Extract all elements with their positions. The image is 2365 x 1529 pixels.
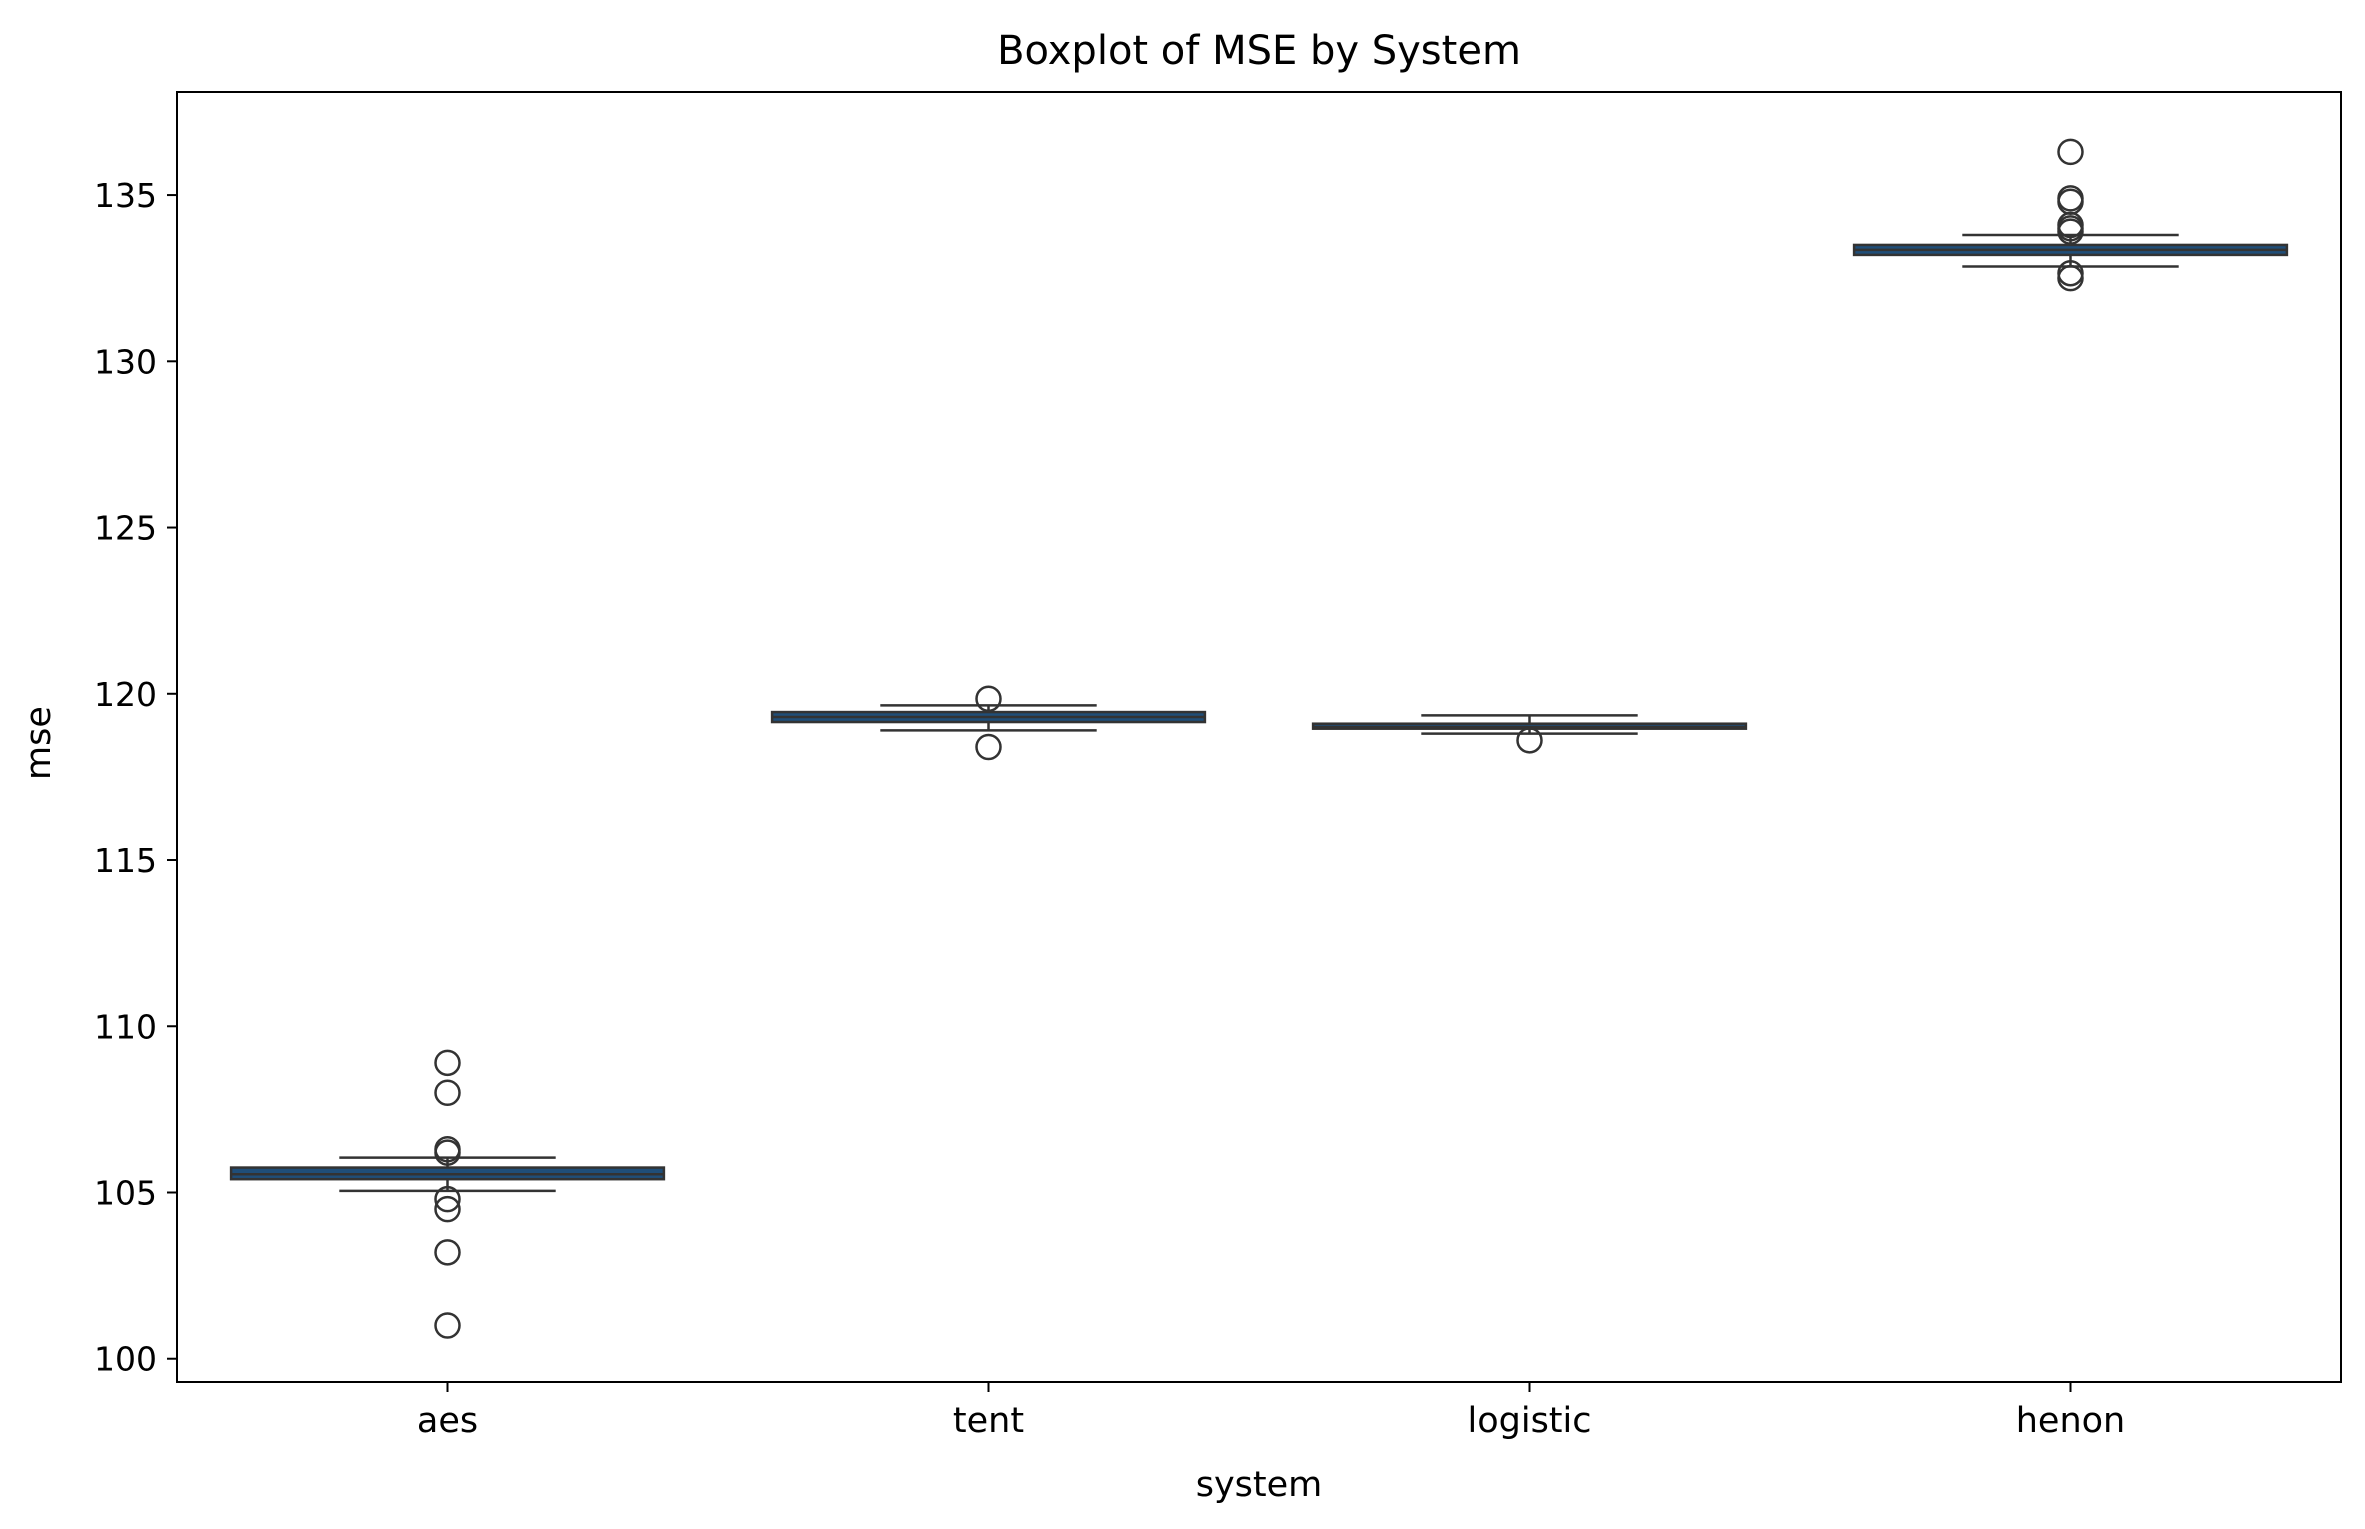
outlier-point <box>975 685 1002 713</box>
outlier-point <box>2057 185 2084 212</box>
x-axis: aes tent logistic henon <box>417 1382 2125 1441</box>
y-tick-label: 100 <box>94 1340 157 1379</box>
y-tick-label: 125 <box>94 509 157 548</box>
box-group-logistic <box>1311 714 1748 754</box>
x-tick-label: logistic <box>1467 1401 1591 1441</box>
x-tick-label: aes <box>417 1401 478 1441</box>
outlier-point <box>434 1239 461 1266</box>
y-tick-label: 110 <box>94 1007 157 1046</box>
box-group-tent <box>770 685 1207 761</box>
y-tick-label: 130 <box>94 342 157 381</box>
x-tick-label: tent <box>953 1401 1024 1441</box>
outlier-point <box>2057 138 2084 166</box>
outlier-point <box>2057 259 2084 287</box>
y-tick-label: 135 <box>94 176 157 215</box>
x-axis-label: system <box>1196 1465 1323 1505</box>
chart-title: Boxplot of MSE by System <box>997 28 1521 74</box>
outlier-point <box>975 733 1002 761</box>
box-group-henon <box>1852 138 2289 292</box>
outlier-point <box>434 1312 461 1339</box>
plot-frame <box>176 91 2342 1383</box>
y-tick-label: 115 <box>94 841 157 880</box>
outlier-point <box>434 1136 461 1163</box>
outlier-point <box>434 1185 461 1213</box>
y-axis: 100 105 110 115 120 125 130 135 <box>94 176 177 1379</box>
box-group-aes <box>229 1049 666 1339</box>
y-tick-label: 120 <box>94 675 157 714</box>
outlier-point <box>434 1195 461 1223</box>
outlier-point <box>434 1079 461 1106</box>
y-tick-label: 105 <box>94 1173 157 1212</box>
plot-content <box>229 138 2289 1339</box>
outlier-point <box>434 1049 461 1077</box>
x-tick-label: henon <box>2016 1401 2126 1441</box>
y-axis-label: mse <box>19 706 59 780</box>
outlier-point <box>1516 727 1543 754</box>
